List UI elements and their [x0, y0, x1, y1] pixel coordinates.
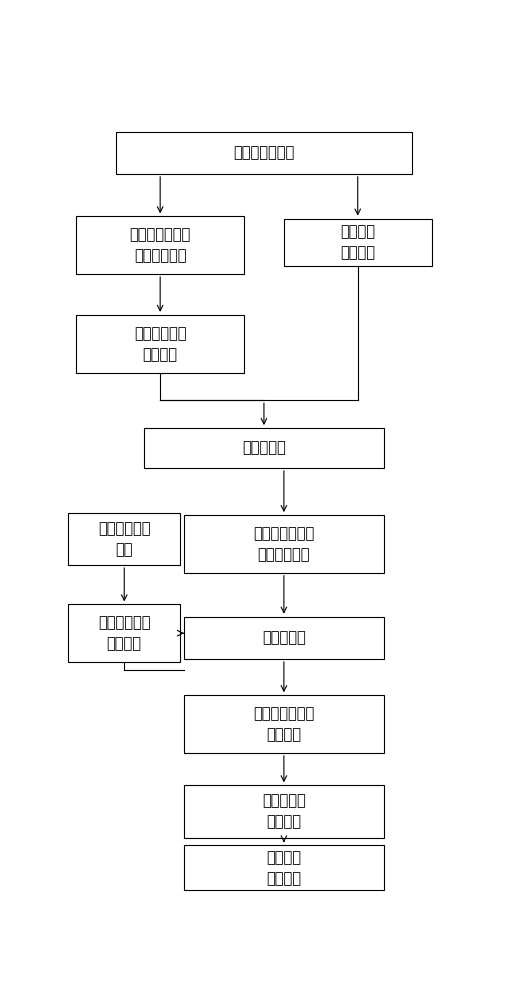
Bar: [68, 513, 180, 565]
Text: 顶管始发平台及
顶进系统安装: 顶管始发平台及 顶进系统安装: [130, 227, 191, 263]
Text: 顶管机到达切削
管片进洞: 顶管机到达切削 管片进洞: [253, 706, 315, 742]
Text: 顶管机始发切削
特殊管片出洞: 顶管机始发切削 特殊管片出洞: [253, 526, 315, 562]
Text: 拼装特殊管片环: 拼装特殊管片环: [233, 145, 295, 160]
Text: 顶管始发密封
装置安装: 顶管始发密封 装置安装: [134, 326, 186, 362]
Bar: [116, 132, 411, 174]
Text: 顶管机就位: 顶管机就位: [242, 441, 286, 456]
Bar: [184, 515, 384, 573]
Bar: [184, 845, 384, 890]
Text: 联络通道
施工准备: 联络通道 施工准备: [340, 224, 375, 260]
Bar: [76, 315, 244, 373]
Text: 联络通道
贯通完成: 联络通道 贯通完成: [266, 850, 301, 886]
Text: 顶管机推进: 顶管机推进: [262, 630, 306, 645]
Bar: [184, 617, 384, 659]
Bar: [144, 428, 384, 468]
Bar: [184, 785, 384, 838]
Bar: [76, 216, 244, 274]
Bar: [184, 695, 384, 753]
Text: 顶管接收平台
安装: 顶管接收平台 安装: [98, 521, 150, 557]
Text: 洞门封堵及
接头施工: 洞门封堵及 接头施工: [262, 793, 306, 829]
Bar: [284, 219, 432, 266]
Text: 顶管接收密封
装置安装: 顶管接收密封 装置安装: [98, 615, 150, 651]
Bar: [68, 604, 180, 662]
